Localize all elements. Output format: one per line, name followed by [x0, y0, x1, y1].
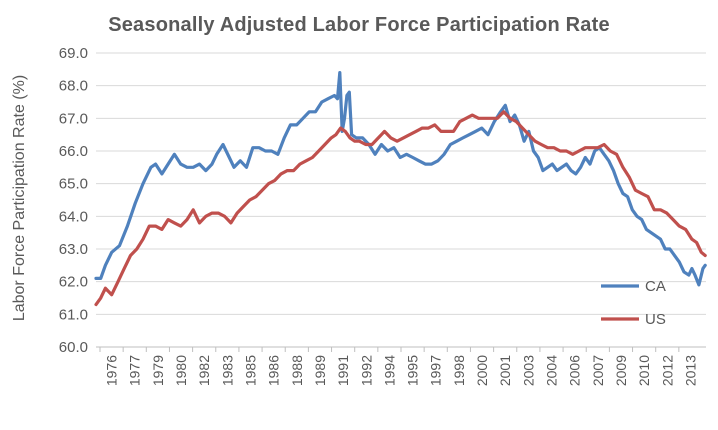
legend-label-ca: CA — [645, 278, 666, 295]
x-tick-label: 1994 — [381, 355, 397, 386]
x-tick-label: 1989 — [312, 355, 328, 386]
y-tick-label: 69.0 — [59, 45, 88, 62]
x-tick-label: 2001 — [497, 355, 513, 386]
x-tick-label: 1995 — [405, 355, 421, 386]
gridlines — [96, 52, 706, 348]
x-tick-label: 1977 — [127, 355, 143, 386]
y-tick-label: 65.0 — [59, 176, 88, 193]
x-tick-label: 1976 — [104, 355, 120, 386]
y-tick-label: 63.0 — [59, 241, 88, 258]
x-tick-label: 2000 — [474, 355, 490, 386]
x-tick-label: 1985 — [243, 355, 259, 386]
y-axis-label: Labor Force Participation Rate (%) — [11, 75, 28, 321]
x-tick-label: 1983 — [219, 355, 235, 386]
legend: CA US — [601, 278, 666, 328]
y-tick-label: 66.0 — [59, 143, 88, 160]
y-tick-label: 60.0 — [59, 339, 88, 356]
x-axis-ticks: 1976 1977 1979 1980 1982 1983 1985 1986 1988 1989… — [99, 347, 698, 386]
x-tick-label: 1982 — [196, 355, 212, 386]
x-tick-label: 2010 — [636, 355, 652, 386]
y-tick-label: 68.0 — [59, 78, 88, 95]
x-tick-label: 2007 — [590, 355, 606, 386]
x-tick-label: 2003 — [520, 355, 536, 386]
x-tick-label: 1979 — [150, 355, 166, 386]
x-tick-label: 2013 — [682, 355, 698, 386]
chart-title: Seasonally Adjusted Labor Force Particip… — [108, 14, 610, 36]
x-tick-label: 1991 — [335, 355, 351, 386]
x-tick-label: 1998 — [451, 355, 467, 386]
series-lines — [94, 71, 707, 307]
legend-label-us: US — [645, 311, 666, 328]
y-tick-label: 62.0 — [59, 274, 88, 291]
x-tick-label: 2006 — [567, 355, 583, 386]
series-line-us — [94, 110, 707, 307]
x-tick-label: 1980 — [173, 355, 189, 386]
y-tick-label: 67.0 — [59, 110, 88, 127]
x-tick-label: 1992 — [358, 355, 374, 386]
y-tick-label: 61.0 — [59, 306, 88, 323]
x-tick-label: 2004 — [544, 355, 560, 386]
x-tick-label: 2012 — [659, 355, 675, 386]
x-tick-label: 1997 — [428, 355, 444, 386]
x-tick-label: 2009 — [613, 355, 629, 386]
y-axis-ticks: 60.0 61.0 62.0 63.0 64.0 65.0 66.0 67.0 68.0 69.0 — [59, 45, 88, 356]
series-line-ca — [94, 71, 707, 287]
x-tick-label: 1988 — [289, 355, 305, 386]
y-tick-label: 64.0 — [59, 208, 88, 225]
x-tick-label: 1986 — [266, 355, 282, 386]
